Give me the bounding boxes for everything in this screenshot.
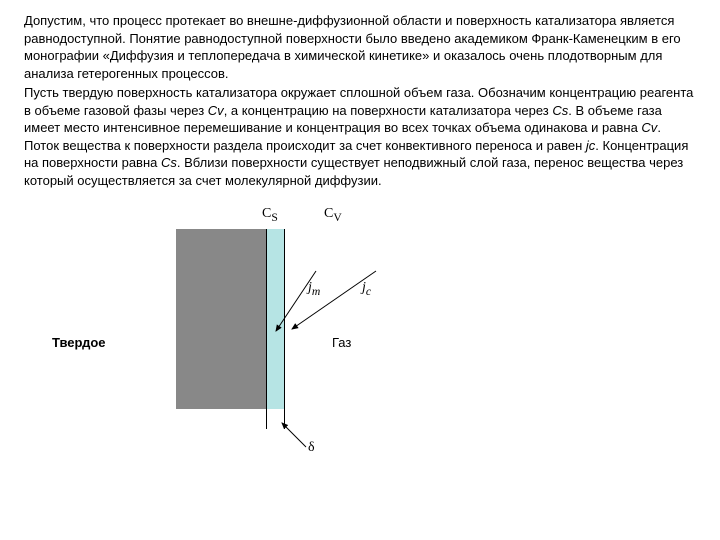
interface-line-1 (266, 229, 267, 429)
interface-line-2 (284, 229, 285, 429)
arrows-svg (104, 199, 524, 459)
cs-inline-1: Cs (552, 103, 568, 118)
label-cs-top: CS (262, 205, 278, 226)
boundary-layer (266, 229, 284, 409)
paragraph-1: Допустим, что процесс протекает во внешн… (24, 12, 696, 82)
label-jm: jm (308, 279, 320, 300)
cv-inline-2: Cv (641, 120, 657, 135)
paragraph-2: Пусть твердую поверхность катализатора о… (24, 84, 696, 189)
diagram: CS CV jm jc Твердое Газ δ (104, 199, 524, 459)
cs-inline-2: Cs (161, 155, 177, 170)
p2b: , а концентрацию на поверхности катализа… (224, 103, 553, 118)
label-cv-top: CV (324, 205, 342, 226)
label-solid: Твердое (52, 334, 106, 352)
cv-inline-1: Cv (208, 103, 224, 118)
label-gas: Газ (332, 334, 351, 352)
label-jc: jc (362, 279, 371, 300)
label-delta: δ (308, 439, 315, 458)
solid-block (176, 229, 266, 409)
jc-inline: jc (586, 138, 595, 153)
